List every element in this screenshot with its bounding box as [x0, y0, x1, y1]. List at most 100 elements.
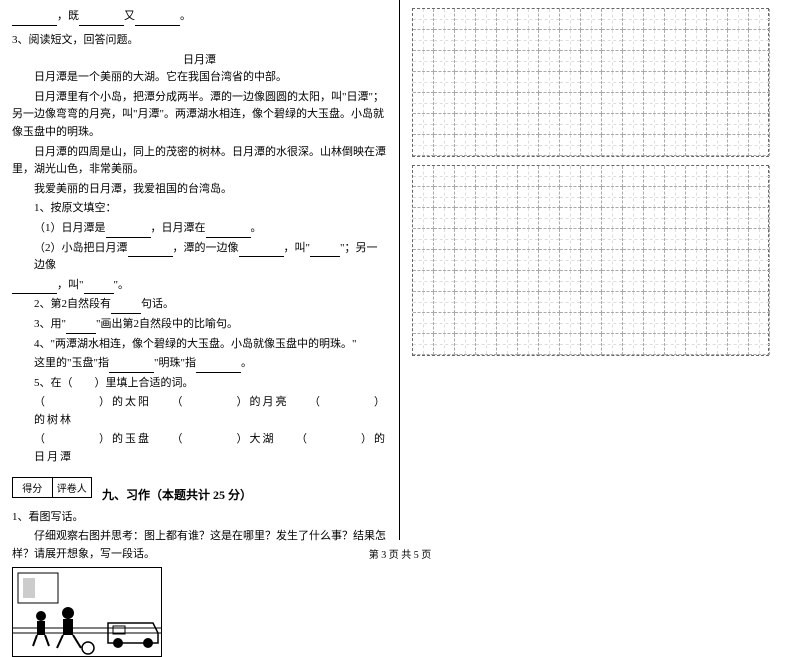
writing-grid-2 — [412, 165, 769, 356]
grid-cell — [476, 114, 497, 135]
grid-cell — [728, 9, 749, 30]
grid-cell — [518, 208, 539, 229]
grid-cell — [560, 229, 581, 250]
grid-cell — [434, 292, 455, 313]
passage-p2: 日月潭里有个小岛，把潭分成两半。潭的一边像圆圆的太阳，叫"日潭"；另一边像弯弯的… — [12, 89, 387, 142]
grid-cell — [686, 229, 707, 250]
grid-cell — [623, 72, 644, 93]
grid-cell — [518, 114, 539, 135]
grid-cell — [413, 114, 434, 135]
grid-cell — [434, 166, 455, 187]
grid-cell — [728, 30, 749, 51]
grid-cell — [665, 313, 686, 334]
grid-cell — [665, 166, 686, 187]
grid-cell — [434, 208, 455, 229]
grid-cell — [581, 187, 602, 208]
grid-cell — [686, 30, 707, 51]
grid-cell — [581, 51, 602, 72]
passage-title: 日月潭 — [12, 51, 387, 67]
grid-cell — [707, 334, 728, 355]
grid-cell — [644, 229, 665, 250]
grid-cell — [665, 250, 686, 271]
grid-cell — [455, 135, 476, 156]
grid-cell — [686, 166, 707, 187]
grid-cell — [686, 292, 707, 313]
grid-cell — [686, 313, 707, 334]
grid-cell — [623, 166, 644, 187]
grid-cell — [539, 250, 560, 271]
grid-cell — [581, 9, 602, 30]
grid-cell — [623, 187, 644, 208]
grid-cell — [560, 292, 581, 313]
grid-cell — [686, 93, 707, 114]
grid-cell — [665, 271, 686, 292]
grid-cell — [413, 166, 434, 187]
grid-cell — [581, 229, 602, 250]
grid-cell — [686, 72, 707, 93]
grid-cell — [455, 292, 476, 313]
grid-cell — [707, 187, 728, 208]
grid-cell — [497, 292, 518, 313]
grid-cell — [497, 166, 518, 187]
grid-cell — [434, 114, 455, 135]
grid-cell — [476, 135, 497, 156]
grid-cell — [518, 313, 539, 334]
sub-q4a: 4、"两潭湖水相连，像个碧绿的大玉盘。小岛就像玉盘中的明珠。" — [12, 336, 387, 354]
grid-cell — [560, 72, 581, 93]
grid-cell — [581, 250, 602, 271]
grid-cell — [581, 313, 602, 334]
grid-cell — [602, 292, 623, 313]
grid-cell — [623, 229, 644, 250]
grid-cell — [644, 166, 665, 187]
grid-cell — [455, 9, 476, 30]
blank — [196, 361, 241, 373]
grid-cell — [602, 135, 623, 156]
grid-cell — [749, 313, 770, 334]
text: 这里的"玉盘"指 — [34, 357, 109, 369]
grid-cell — [728, 187, 749, 208]
grid-cell — [539, 208, 560, 229]
grid-cell — [665, 334, 686, 355]
grid-cell — [623, 51, 644, 72]
grid-cell — [623, 250, 644, 271]
grid-cell — [602, 51, 623, 72]
grid-cell — [644, 135, 665, 156]
grid-cell — [560, 208, 581, 229]
grid-cell — [539, 334, 560, 355]
grid-cell — [602, 93, 623, 114]
grid-cell — [581, 93, 602, 114]
blank — [128, 245, 173, 257]
grid-cell — [749, 93, 770, 114]
grid-cell — [560, 271, 581, 292]
grid-cell — [518, 51, 539, 72]
grid-cell — [539, 93, 560, 114]
grid-cell — [749, 51, 770, 72]
sub-q1: 1、按原文填空： — [12, 200, 387, 218]
grid-cell — [581, 334, 602, 355]
grid-cell — [476, 166, 497, 187]
grid-cell — [644, 187, 665, 208]
passage-p1: 日月潭是一个美丽的大湖。它在我国台湾省的中部。 — [12, 69, 387, 87]
grid-cell — [728, 93, 749, 114]
grid-cell — [623, 313, 644, 334]
picture-prompt — [12, 567, 162, 657]
grid-cell — [455, 51, 476, 72]
grid-cell — [434, 51, 455, 72]
grid-cell — [644, 292, 665, 313]
grid-cell — [518, 292, 539, 313]
question-3: 3、阅读短文，回答问题。 — [12, 32, 387, 50]
grid-cell — [434, 187, 455, 208]
grid-cell — [644, 51, 665, 72]
grid-cell — [539, 229, 560, 250]
grid-cell — [413, 9, 434, 30]
grid-cell — [686, 135, 707, 156]
grid-cell — [707, 208, 728, 229]
grid-cell — [434, 334, 455, 355]
grid-cell — [455, 271, 476, 292]
sub-q2: 2、第2自然段有句话。 — [12, 296, 387, 314]
grid-cell — [644, 9, 665, 30]
grid-cell — [455, 30, 476, 51]
grid-cell — [623, 208, 644, 229]
grid-cell — [476, 250, 497, 271]
grid-cell — [497, 250, 518, 271]
